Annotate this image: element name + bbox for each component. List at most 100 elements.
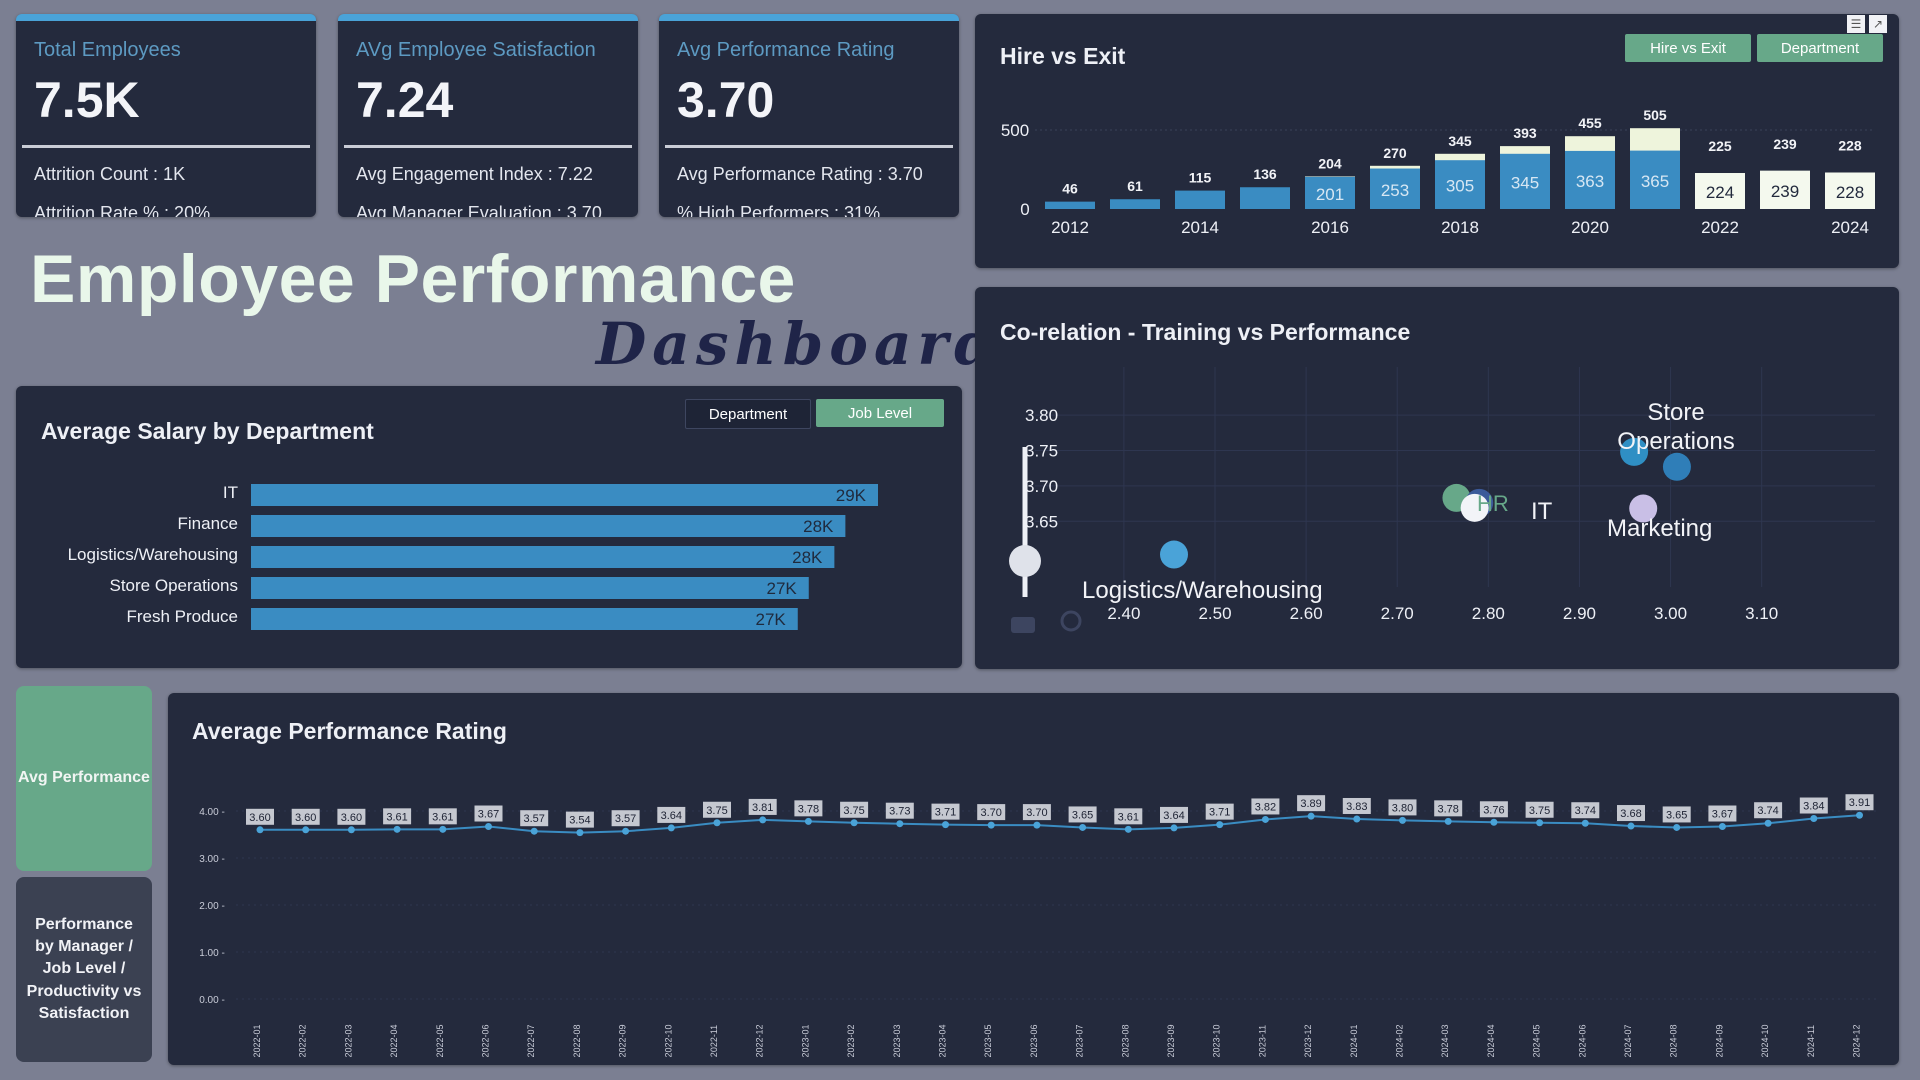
line-point bbox=[1718, 823, 1726, 831]
value-label-box bbox=[474, 805, 503, 822]
line-point bbox=[1399, 816, 1406, 824]
x-tick-label: 2024 bbox=[1831, 218, 1869, 237]
x-tick-label: 2024-12 bbox=[1852, 1024, 1862, 1057]
bar-exit-label: 228 bbox=[1836, 183, 1864, 202]
y-tick-label: 3.75 bbox=[1025, 442, 1058, 461]
x-tick-label: 2.70 bbox=[1381, 604, 1414, 623]
value-label: 3.65 bbox=[1072, 809, 1093, 821]
kpi-card-satisfaction: AVg Employee Satisfaction 7.24 Avg Engag… bbox=[338, 14, 638, 217]
point-label: Marketing bbox=[1607, 515, 1712, 542]
y-tick-label: 3.70 bbox=[1025, 477, 1058, 496]
x-tick-label: 2022-11 bbox=[709, 1025, 719, 1057]
value-label-box bbox=[246, 808, 274, 825]
bar-hire-label: 228 bbox=[1838, 138, 1862, 154]
department-toggle-button[interactable]: Department bbox=[685, 399, 811, 429]
value-label: 3.61 bbox=[432, 811, 453, 823]
bar-exit-label: 224 bbox=[1706, 183, 1734, 202]
x-tick-label: 2023-08 bbox=[1120, 1024, 1130, 1057]
department-button[interactable]: Department bbox=[1757, 34, 1883, 62]
salary-bar-label: 27K bbox=[767, 579, 798, 598]
category-label: Store Operations bbox=[109, 576, 238, 595]
line-point bbox=[850, 819, 858, 827]
salary-title: Average Salary by Department bbox=[41, 418, 374, 444]
line-point bbox=[1581, 819, 1589, 827]
value-label-box bbox=[1754, 802, 1783, 819]
salary-bar bbox=[251, 515, 846, 537]
x-tick-label: 2012 bbox=[1051, 218, 1089, 237]
x-tick-label: 3.00 bbox=[1654, 604, 1687, 623]
bar-exit bbox=[1500, 153, 1550, 209]
job-level-toggle-button[interactable]: Job Level bbox=[816, 399, 944, 427]
kpi-sub-1: Attrition Count : 1K bbox=[34, 164, 186, 184]
kpi-sub-2: Attrition Rate % : 20% bbox=[34, 203, 211, 217]
bar-hire bbox=[1110, 199, 1160, 209]
x-tick-label: 2024-08 bbox=[1669, 1024, 1679, 1057]
value-label: 3.68 bbox=[1620, 808, 1641, 820]
bar-hire-label: 239 bbox=[1773, 136, 1797, 152]
correlation-title: Co-relation - Training vs Performance bbox=[1000, 319, 1411, 345]
x-tick-label: 2022-10 bbox=[663, 1024, 673, 1057]
line-point bbox=[942, 821, 949, 829]
x-tick-label: 2023-04 bbox=[938, 1024, 948, 1057]
line-point bbox=[1673, 823, 1681, 831]
salary-bar bbox=[251, 546, 835, 568]
value-label-box bbox=[1205, 803, 1234, 820]
bar-exit bbox=[1370, 168, 1420, 209]
line-point bbox=[576, 829, 584, 837]
focus-mode-icon[interactable]: ↗ bbox=[1869, 15, 1887, 33]
visual-header-icons: ☰ ↗ bbox=[1847, 15, 1887, 33]
value-label: 3.67 bbox=[478, 809, 499, 821]
performance-by-nav-button[interactable]: Performance by Manager / Job Level / Pro… bbox=[16, 877, 152, 1062]
bar-exit bbox=[1435, 160, 1485, 209]
bar-hire-label: 393 bbox=[1513, 125, 1537, 141]
value-label-box bbox=[931, 803, 960, 820]
line-point bbox=[393, 825, 401, 833]
bar-hire-label: 270 bbox=[1383, 145, 1407, 161]
value-label-box bbox=[1022, 804, 1051, 821]
kpi-value: 7.24 bbox=[356, 72, 454, 128]
line-point bbox=[1444, 817, 1452, 825]
value-label: 3.71 bbox=[935, 807, 956, 819]
scatter-point bbox=[1460, 493, 1489, 522]
line-point bbox=[1079, 823, 1087, 831]
value-label: 3.75 bbox=[706, 805, 727, 817]
value-label-box bbox=[1617, 805, 1645, 822]
line-point bbox=[759, 816, 767, 824]
x-tick-label: 2.80 bbox=[1472, 604, 1505, 623]
value-label: 3.54 bbox=[569, 815, 590, 827]
value-label: 3.60 bbox=[249, 812, 270, 824]
line-point bbox=[1490, 818, 1498, 826]
filter-icon[interactable]: ☰ bbox=[1847, 15, 1865, 33]
hire-exit-chart: 500 0 46 61 115 136 201 204 253 270 305 345 345 393 36… bbox=[1001, 107, 1875, 237]
point-label: Operations bbox=[1617, 428, 1734, 455]
x-tick-label: 2022-05 bbox=[435, 1024, 445, 1057]
hire-vs-exit-button[interactable]: Hire vs Exit bbox=[1625, 34, 1751, 62]
x-tick-label: 2022-08 bbox=[572, 1024, 582, 1057]
value-label-box bbox=[520, 810, 549, 827]
x-tick-label: 2023-05 bbox=[983, 1024, 993, 1057]
x-tick-label: 2024-06 bbox=[1577, 1024, 1587, 1057]
bar-hire bbox=[1240, 187, 1290, 209]
bar-exit bbox=[1305, 176, 1355, 209]
kpi-divider bbox=[344, 145, 632, 148]
value-label-box bbox=[885, 802, 914, 819]
kpi-sub-1: Avg Performance Rating : 3.70 bbox=[677, 164, 923, 184]
category-label: Finance bbox=[178, 514, 238, 533]
kpi-title: AVg Employee Satisfaction bbox=[356, 39, 596, 61]
x-tick-label: 2022-04 bbox=[389, 1024, 399, 1057]
bar-hire-label: 46 bbox=[1062, 181, 1078, 197]
line-point bbox=[256, 826, 264, 834]
y-tick-label: 500 bbox=[1001, 121, 1029, 140]
avg-performance-nav-button[interactable]: Avg Performance bbox=[16, 686, 152, 871]
x-tick-label: 2024-03 bbox=[1440, 1024, 1450, 1057]
line-point bbox=[622, 827, 630, 835]
x-tick-label: 2022-03 bbox=[343, 1024, 353, 1057]
value-label: 3.80 bbox=[1392, 802, 1413, 814]
salary-card: Average Salary by Department Department … bbox=[16, 386, 962, 668]
x-tick-label: 2023-12 bbox=[1303, 1024, 1313, 1057]
scatter-point bbox=[1620, 437, 1649, 466]
category-label: Fresh Produce bbox=[127, 607, 239, 626]
x-tick-label: 2024-01 bbox=[1349, 1024, 1359, 1057]
value-label-box bbox=[1479, 801, 1508, 818]
line-point bbox=[347, 826, 355, 834]
